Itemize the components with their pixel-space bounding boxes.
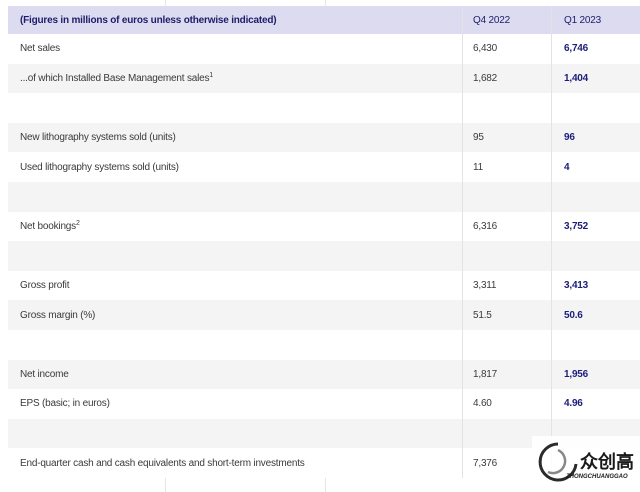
q1-value: 3,752 <box>564 220 589 232</box>
label-text: EPS (basic; in euros) <box>20 398 110 410</box>
divider <box>462 152 463 182</box>
watermark-logo <box>538 442 578 482</box>
q1-value: 3,413 <box>564 280 589 292</box>
header-cell: (Figures in millions of euros unless oth… <box>20 14 277 26</box>
q1-value: 1,956 <box>564 368 589 380</box>
row-label: EPS (basic; in euros) <box>20 398 110 409</box>
table-row: Used lithography systems sold (units) 11 4 <box>8 152 640 182</box>
divider <box>462 448 463 478</box>
divider <box>551 389 552 419</box>
row-label: ...of which Installed Base Management sa… <box>20 71 213 84</box>
divider <box>462 300 463 330</box>
divider <box>462 93 463 123</box>
divider <box>462 211 463 242</box>
spacer-row <box>8 93 640 123</box>
q4-value: 1,817 <box>473 368 498 380</box>
divider <box>462 34 463 64</box>
bg-line <box>325 478 326 492</box>
bg-line <box>165 0 166 6</box>
table: (Figures in millions of euros unless oth… <box>8 6 640 478</box>
row-label: Net sales <box>20 43 60 54</box>
bg-line <box>325 0 326 6</box>
label-text: Gross profit <box>20 280 70 292</box>
q4-value: 95 <box>473 132 484 144</box>
footnote-mark: 1 <box>209 71 213 79</box>
q4-value: 7,376 <box>473 457 498 469</box>
divider <box>462 270 463 301</box>
q4-value: 11 <box>473 161 483 173</box>
q1-value: 50.6 <box>564 309 583 321</box>
divider <box>551 359 552 390</box>
divider <box>462 241 463 271</box>
divider <box>551 34 552 64</box>
divider <box>462 181 463 212</box>
watermark-subtitle: ZHONGCHUANGGAO <box>566 474 628 480</box>
row-label: Gross margin (%) <box>20 310 95 321</box>
divider <box>551 270 552 301</box>
q1-value: 6,746 <box>564 43 589 55</box>
divider <box>551 418 552 449</box>
divider <box>462 6 463 34</box>
q1-value: 4.96 <box>564 398 583 410</box>
label-text: End-quarter cash and cash equivalents an… <box>20 457 305 469</box>
q4-value: 3,311 <box>473 280 497 292</box>
row-label: Gross profit <box>20 280 69 291</box>
spacer-row <box>8 181 640 212</box>
label-text: Net sales <box>20 43 60 55</box>
row-label: Used lithography systems sold (units) <box>20 162 179 173</box>
divider <box>551 122 552 153</box>
header-row: (Figures in millions of euros unless oth… <box>8 6 640 34</box>
label-text: Net income <box>20 368 69 380</box>
label-text: New lithography systems sold (units) <box>20 132 176 144</box>
table-row: Net sales 6,430 6,746 <box>8 34 640 64</box>
divider <box>462 359 463 390</box>
q4-value: 51.5 <box>473 309 492 321</box>
divider <box>551 181 552 212</box>
table-row: Gross profit 3,311 3,413 <box>8 270 640 301</box>
table-row: EPS (basic; in euros) 4.60 4.96 <box>8 389 640 419</box>
table-row: New lithography systems sold (units) 95 96 <box>8 122 640 153</box>
divider <box>551 93 552 123</box>
row-label: Net bookings2 <box>20 219 80 232</box>
divider <box>551 241 552 271</box>
row-label: End-quarter cash and cash equivalents an… <box>20 458 305 469</box>
spacer-row <box>8 329 640 360</box>
table-row: ...of which Installed Base Management sa… <box>8 63 640 94</box>
label-text: Net bookings <box>20 220 76 232</box>
table-row: Net income 1,817 1,956 <box>8 359 640 390</box>
spacer-row <box>8 241 640 271</box>
footnote-mark: 2 <box>75 219 80 227</box>
header-cell: Q1 2023 <box>564 14 601 26</box>
divider <box>462 63 463 94</box>
divider <box>462 389 463 419</box>
divider <box>551 300 552 330</box>
divider <box>551 211 552 242</box>
label-text: ...of which Installed Base Management sa… <box>20 72 210 84</box>
bg-line <box>165 478 166 492</box>
q4-value: 1,682 <box>473 72 498 84</box>
q1-value: 96 <box>564 132 575 144</box>
divider <box>551 152 552 182</box>
row-label: New lithography systems sold (units) <box>20 132 176 143</box>
label-text: Used lithography systems sold (units) <box>20 161 179 173</box>
divider <box>551 63 552 94</box>
watermark-name: 众创高 <box>580 452 634 472</box>
label-text: Gross margin (%) <box>20 309 96 321</box>
divider <box>462 122 463 153</box>
q4-value: 6,430 <box>473 43 498 55</box>
q1-value: 4 <box>564 161 570 173</box>
table-row: Gross margin (%) 51.5 50.6 <box>8 300 640 330</box>
divider <box>462 329 463 360</box>
table-row: Net bookings2 6,316 3,752 <box>8 211 640 242</box>
q4-value: 6,316 <box>473 220 498 232</box>
header-cell: Q4 2022 <box>473 14 510 26</box>
divider <box>462 418 463 449</box>
row-label: Net income <box>20 369 69 380</box>
divider <box>551 6 552 34</box>
q1-value: 1,404 <box>564 72 589 84</box>
divider <box>551 329 552 360</box>
q4-value: 4.60 <box>473 398 492 410</box>
